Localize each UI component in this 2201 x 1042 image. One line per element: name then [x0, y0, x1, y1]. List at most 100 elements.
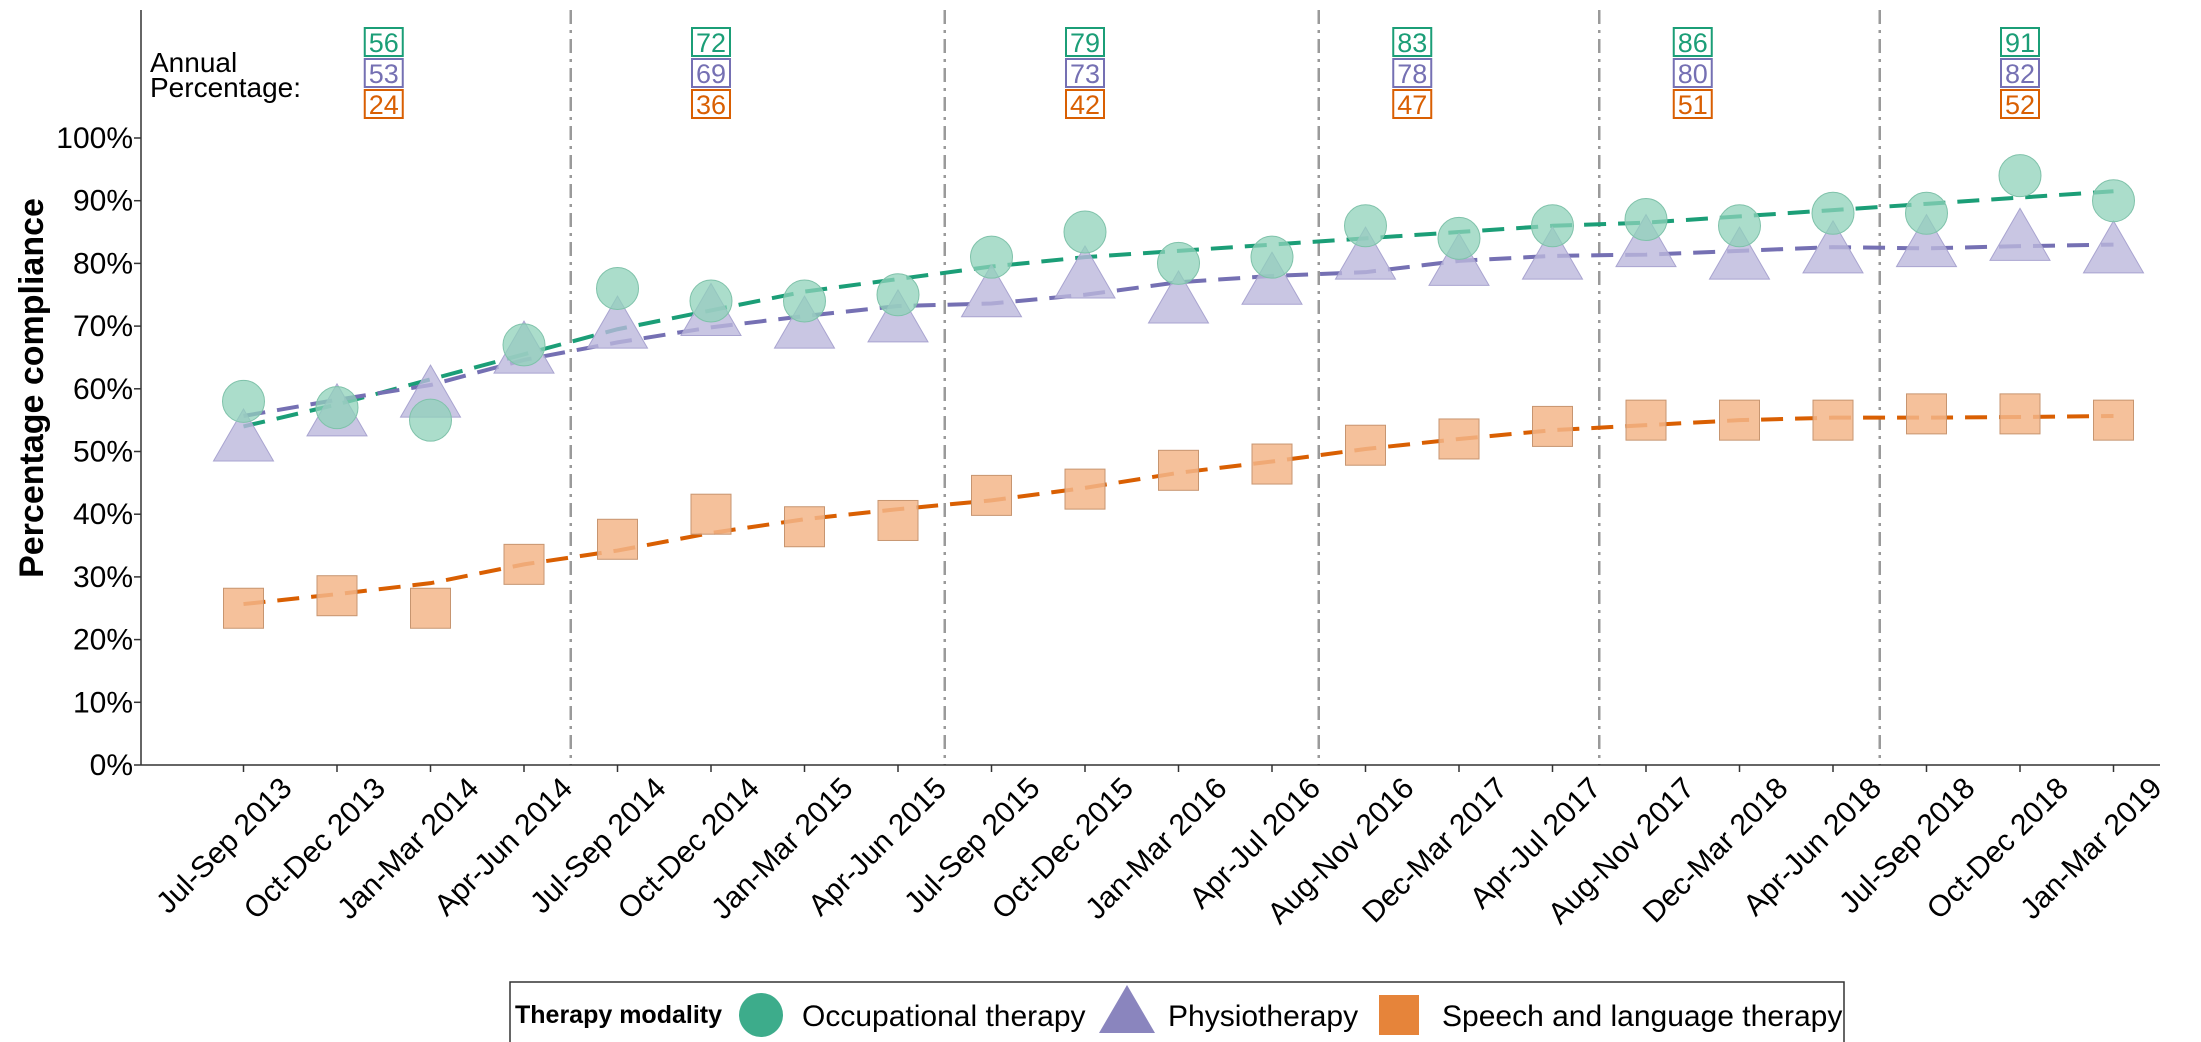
- y-tick-label: 40%: [73, 498, 133, 531]
- point-physiotherapy: [2082, 219, 2145, 274]
- point-speech: [1532, 405, 1573, 447]
- point-speech: [223, 587, 264, 629]
- annual-value-physiotherapy: 78: [1397, 59, 1427, 89]
- annual-value-occupational: 79: [1070, 28, 1100, 58]
- annual-box-speech: [2000, 89, 2040, 119]
- point-physiotherapy: [1521, 226, 1584, 280]
- point-speech: [877, 499, 919, 541]
- y-tick-label: 30%: [73, 561, 133, 594]
- annual-box-speech: [1672, 89, 1713, 119]
- y-tick-label: 50%: [73, 436, 133, 469]
- point-physiotherapy: [1802, 219, 1864, 274]
- annual-value-occupational: 86: [1678, 28, 1708, 58]
- point-physiotherapy: [1895, 213, 1958, 268]
- legend-box: [509, 981, 1845, 1042]
- y-tick-label: 100%: [56, 122, 133, 155]
- annual-box-speech: [363, 89, 404, 119]
- y-tick-label: 20%: [73, 624, 133, 657]
- legend-marker-speech: [1379, 995, 1419, 1035]
- point-speech: [1719, 399, 1760, 441]
- annual-box-occupational: [691, 27, 731, 57]
- point-physiotherapy: [212, 407, 275, 462]
- annual-value-occupational: 83: [1397, 28, 1427, 58]
- point-occupational: [1531, 204, 1574, 248]
- point-speech: [1064, 468, 1106, 510]
- legend-marker-occupational: [739, 993, 783, 1037]
- data-points: [212, 154, 2145, 629]
- point-speech: [1158, 449, 1199, 491]
- point-occupational: [1250, 235, 1294, 279]
- point-physiotherapy: [1708, 226, 1771, 280]
- point-speech: [1251, 443, 1293, 485]
- legend-marker-physiotherapy: [1099, 985, 1155, 1033]
- point-occupational: [1811, 191, 1855, 235]
- annual-box-physiotherapy: [1672, 58, 1713, 88]
- point-occupational: [1624, 198, 1668, 242]
- annual-box-physiotherapy: [691, 58, 731, 88]
- point-speech: [410, 587, 451, 629]
- point-speech: [1906, 393, 1947, 435]
- annual-box-occupational: [1672, 27, 1713, 57]
- point-physiotherapy: [960, 263, 1023, 318]
- legend-label-physiotherapy: Physiotherapy: [1168, 1000, 1358, 1033]
- annual-value-occupational: 72: [696, 28, 726, 58]
- annual-value-occupational: 91: [2005, 28, 2035, 58]
- annual-value-speech: 47: [1397, 90, 1427, 120]
- point-occupational: [502, 323, 546, 367]
- point-speech: [971, 474, 1012, 516]
- y-tick-label: 90%: [73, 185, 133, 218]
- point-occupational: [689, 279, 733, 323]
- annual-value-physiotherapy: 82: [2005, 59, 2035, 89]
- point-speech: [690, 493, 732, 535]
- point-speech: [316, 575, 358, 617]
- legend-title: Therapy modality: [515, 1001, 722, 1029]
- y-tick-label: 70%: [73, 310, 133, 343]
- annual-value-speech: 24: [369, 90, 399, 120]
- point-physiotherapy: [1334, 226, 1397, 280]
- point-speech: [597, 518, 638, 560]
- point-occupational: [1905, 191, 1948, 235]
- point-occupational: [1344, 204, 1387, 248]
- point-speech: [1812, 399, 1854, 441]
- annual-box-speech: [1392, 89, 1433, 119]
- point-occupational: [876, 273, 920, 317]
- annual-value-physiotherapy: 69: [696, 59, 726, 89]
- point-occupational: [596, 266, 639, 310]
- point-speech: [2093, 399, 2134, 441]
- annual-box-occupational: [1065, 27, 1105, 57]
- point-physiotherapy: [1147, 270, 1210, 324]
- y-axis-label: Percentage compliance: [13, 198, 51, 578]
- legend: Therapy modality Occupational therapy Ph…: [509, 981, 1845, 1042]
- annual-value-physiotherapy: 53: [369, 59, 399, 89]
- point-occupational: [222, 379, 265, 423]
- y-tick-label: 0%: [90, 749, 133, 782]
- annual-value-occupational: 56: [369, 28, 399, 58]
- point-occupational: [1437, 216, 1481, 260]
- legend-label-occupational: Occupational therapy: [802, 1000, 1086, 1033]
- point-occupational: [1998, 154, 2042, 198]
- annual-box-physiotherapy: [363, 58, 404, 88]
- point-physiotherapy: [1989, 207, 2051, 261]
- legend-label-speech: Speech and language therapy: [1442, 1000, 1842, 1033]
- annual-value-speech: 51: [1678, 90, 1708, 120]
- point-speech: [1625, 399, 1667, 441]
- annual-label-line1: Annual: [150, 47, 237, 78]
- annual-value-speech: 36: [696, 90, 726, 120]
- annual-label-line2: Percentage:: [150, 72, 301, 103]
- annual-box-physiotherapy: [2000, 58, 2040, 88]
- annual-value-physiotherapy: 73: [1070, 59, 1100, 89]
- annual-box-occupational: [363, 27, 404, 57]
- point-occupational: [1063, 210, 1107, 254]
- annual-box-speech: [691, 89, 731, 119]
- trend-line-speech: [243, 413, 2114, 607]
- y-axis-ticks: 0% 10% 20% 30% 40% 50% 60% 70% 80% 90% 100%: [56, 122, 141, 782]
- annual-box-speech: [1065, 89, 1105, 119]
- annual-value-speech: 42: [1070, 90, 1100, 120]
- point-occupational: [783, 279, 826, 323]
- point-speech: [1345, 424, 1386, 466]
- annual-box-occupational: [2000, 27, 2040, 57]
- trend-line-physiotherapy: [243, 242, 2114, 418]
- point-occupational: [970, 235, 1013, 279]
